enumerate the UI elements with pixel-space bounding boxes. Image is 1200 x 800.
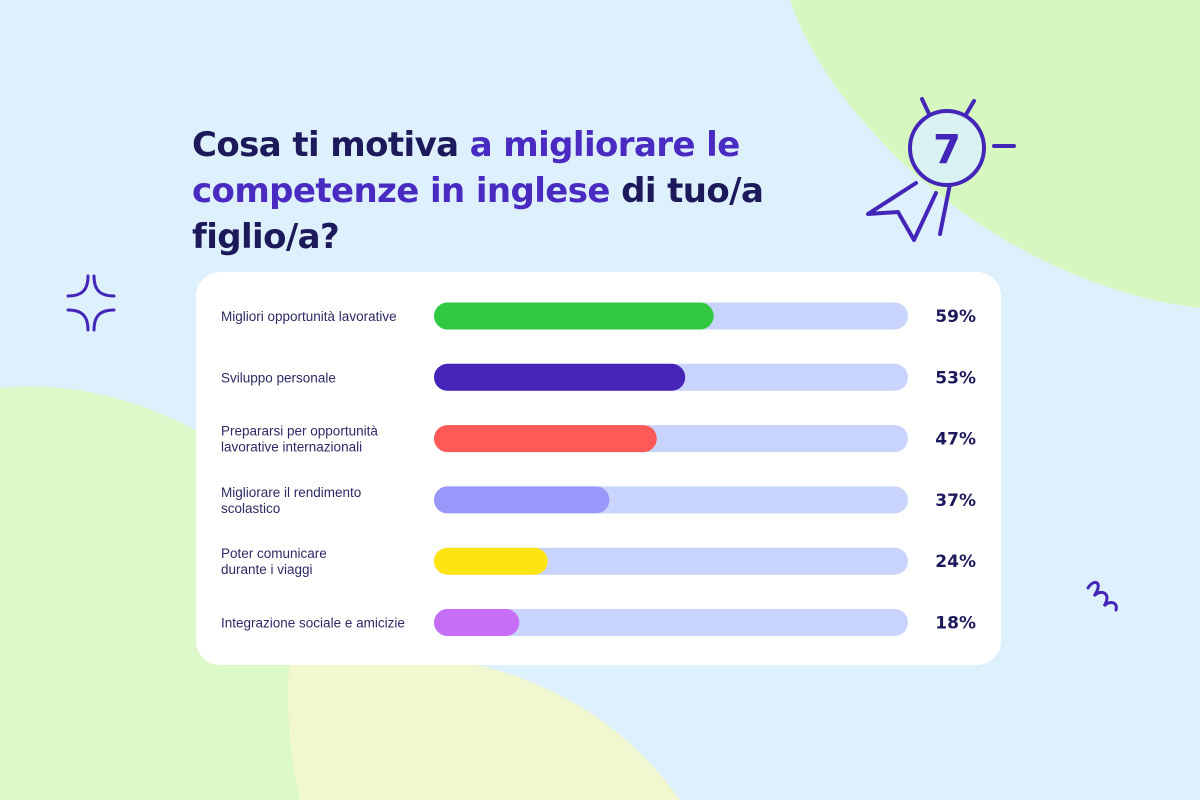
bar-track bbox=[434, 609, 908, 636]
value-label: 53% bbox=[935, 368, 976, 388]
category-label-line: Integrazione sociale e amicizie bbox=[221, 616, 405, 631]
bar-row: Prepararsi per opportunità lavorative int… bbox=[221, 424, 976, 455]
bar bbox=[434, 486, 610, 514]
background-blob-bottom bbox=[288, 653, 680, 800]
bar bbox=[434, 302, 714, 330]
bar-chart: Migliori opportunità lavorative 59% Svilup… bbox=[221, 302, 976, 636]
category-label-line: scolastico bbox=[221, 501, 280, 516]
title-part-3: di tuo/a figlio/a? bbox=[192, 171, 764, 257]
value-label: 59% bbox=[935, 307, 976, 327]
chart-card: Migliori opportunità lavorative 59% Svilup… bbox=[196, 272, 1001, 665]
category-label-line: lavorative internazionali bbox=[221, 440, 362, 455]
category-label-line: Poter comunicare bbox=[221, 546, 327, 561]
category-label: Migliorare il rendimento scolastico bbox=[221, 485, 361, 516]
bar-row: Sviluppo personale 53% bbox=[221, 363, 976, 391]
bar-row: Migliori opportunità lavorative 59% bbox=[221, 302, 976, 330]
bar-row: Poter comunicare durante i viaggi 24% bbox=[221, 546, 976, 577]
bar-row: Integrazione sociale e amicizie 18% bbox=[221, 609, 976, 636]
category-label-line: Prepararsi per opportunità bbox=[221, 424, 378, 439]
value-label: 24% bbox=[935, 552, 976, 572]
chart-title: Cosa ti motiva a migliorare le competenz… bbox=[192, 122, 812, 260]
category-label: Migliori opportunità lavorative bbox=[221, 309, 397, 324]
title-part-1: Cosa ti motiva bbox=[192, 125, 470, 165]
category-label-line: Migliori opportunità lavorative bbox=[221, 309, 397, 324]
category-label: Integrazione sociale e amicizie bbox=[221, 616, 405, 631]
bar bbox=[434, 425, 657, 453]
category-label-line: Migliorare il rendimento bbox=[221, 485, 361, 500]
category-label: Poter comunicare durante i viaggi bbox=[221, 546, 327, 577]
value-label: 18% bbox=[935, 614, 976, 634]
category-label-line: durante i viaggi bbox=[221, 562, 313, 577]
value-label: 47% bbox=[935, 430, 976, 450]
bar-row: Migliorare il rendimento scolastico 37% bbox=[221, 485, 976, 516]
title-accent: a migliorare le competenze in inglese bbox=[192, 125, 740, 211]
bar bbox=[434, 547, 548, 575]
background-blob-top-right bbox=[790, 0, 1200, 308]
category-label: Prepararsi per opportunità lavorative int… bbox=[221, 424, 378, 455]
value-label: 37% bbox=[935, 491, 976, 511]
bar-track bbox=[434, 547, 908, 575]
bar bbox=[434, 363, 686, 391]
bar bbox=[434, 609, 520, 636]
category-label: Sviluppo personale bbox=[221, 370, 336, 385]
category-label-line: Sviluppo personale bbox=[221, 370, 336, 385]
